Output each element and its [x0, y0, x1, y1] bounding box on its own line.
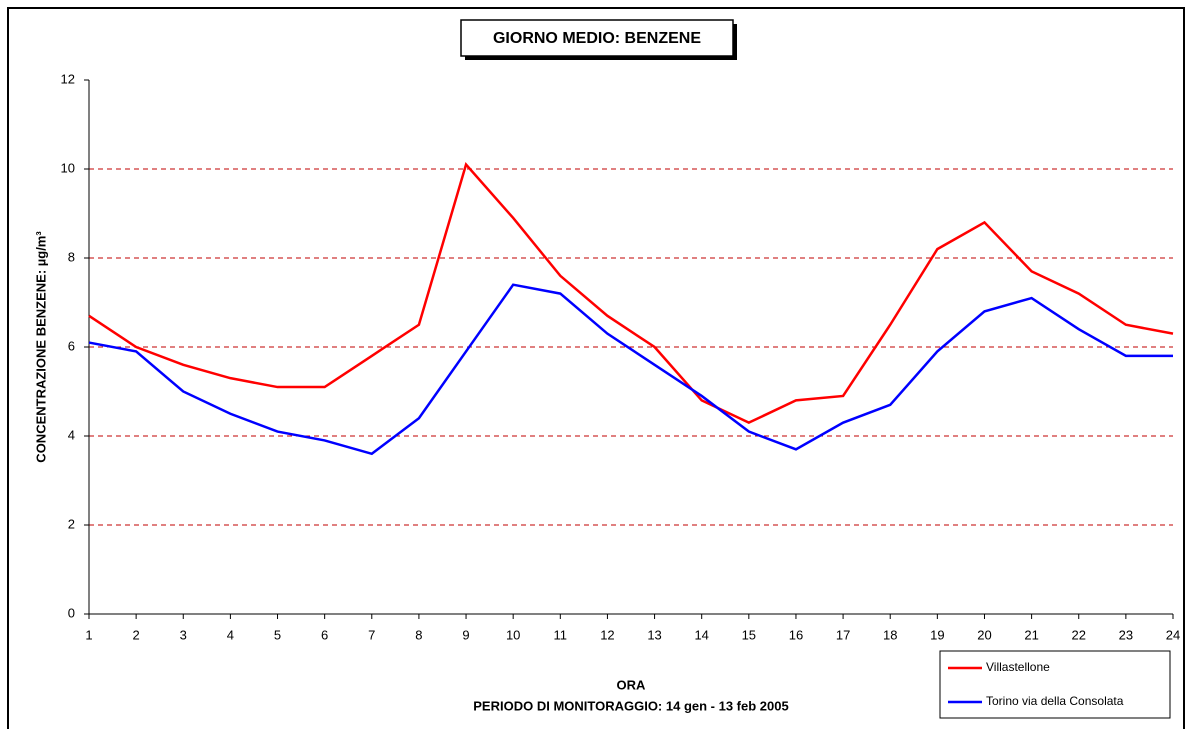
y-tick-label: 4 — [68, 427, 75, 442]
chart-title: GIORNO MEDIO: BENZENE — [493, 30, 701, 47]
x-tick-label: 24 — [1166, 627, 1180, 642]
x-tick-label: 6 — [321, 627, 328, 642]
x-tick-label: 18 — [883, 627, 897, 642]
y-tick-label: 12 — [61, 71, 75, 86]
x-tick-label: 2 — [133, 627, 140, 642]
y-axis-label: CONCENTRAZIONE BENZENE: µg/m³ — [33, 231, 48, 463]
y-tick-label: 6 — [68, 338, 75, 353]
title-box — [460, 19, 734, 57]
legend-label: Villastellone — [986, 660, 1050, 674]
x-tick-label: 3 — [180, 627, 187, 642]
x-tick-label: 16 — [789, 627, 803, 642]
legend-label: Torino via della Consolata — [986, 694, 1124, 708]
x-tick-label: 9 — [462, 627, 469, 642]
x-tick-label: 21 — [1024, 627, 1038, 642]
x-tick-label: 22 — [1072, 627, 1086, 642]
x-tick-label: 7 — [368, 627, 375, 642]
x-tick-label: 1 — [85, 627, 92, 642]
x-tick-label: 15 — [742, 627, 756, 642]
x-tick-label: 17 — [836, 627, 850, 642]
y-tick-label: 10 — [61, 160, 75, 175]
x-tick-label: 10 — [506, 627, 520, 642]
x-tick-label: 20 — [977, 627, 991, 642]
legend-box — [939, 650, 1171, 719]
x-axis-label: ORA — [617, 677, 647, 692]
y-tick-label: 8 — [68, 249, 75, 264]
x-tick-label: 4 — [227, 627, 234, 642]
y-tick-label: 0 — [68, 605, 75, 620]
x-tick-label: 5 — [274, 627, 281, 642]
series-line — [88, 162, 1174, 425]
x-tick-label: 19 — [930, 627, 944, 642]
x-tick-label: 14 — [694, 627, 708, 642]
chart-border — [7, 7, 1185, 729]
series-line — [88, 283, 1173, 456]
x-tick-label: 23 — [1119, 627, 1133, 642]
x-tick-label: 11 — [554, 627, 568, 642]
x-tick-label: 13 — [647, 627, 661, 642]
x-tick-label: 8 — [415, 627, 422, 642]
y-tick-label: 2 — [68, 516, 75, 531]
subtitle: PERIODO DI MONITORAGGIO: 14 gen - 13 feb… — [473, 698, 788, 713]
x-tick-label: 12 — [600, 627, 614, 642]
